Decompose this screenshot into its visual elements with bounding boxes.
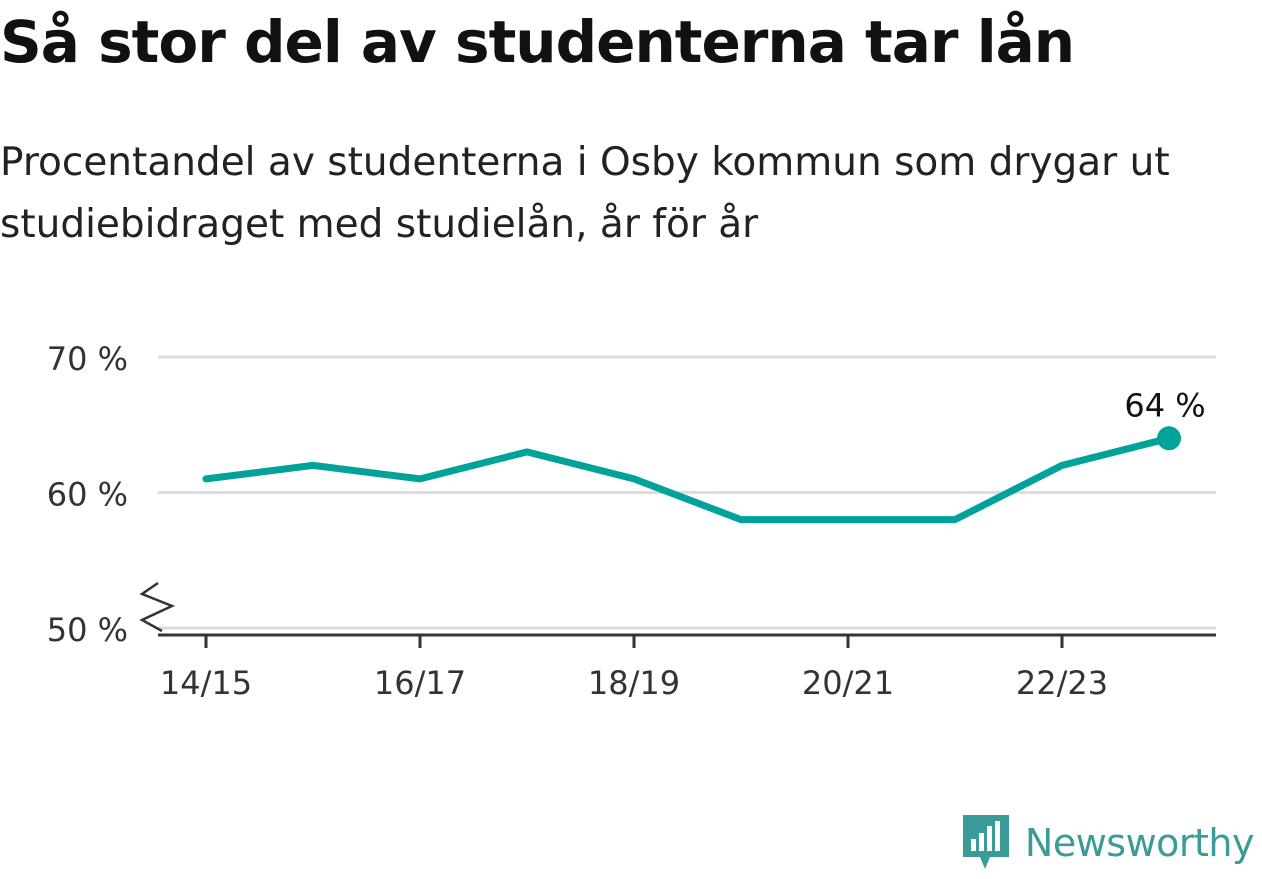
x-tick-label: 14/15 [160, 664, 252, 702]
y-tick-label: 70 % [47, 340, 128, 378]
y-tick-label: 50 % [47, 611, 128, 649]
bar-chart-speech-bubble-icon [962, 815, 1009, 869]
end-point-marker [1157, 426, 1181, 451]
end-value-label: 64 % [1124, 386, 1205, 424]
x-tick-label: 16/17 [374, 664, 466, 702]
series-line [202, 434, 1173, 524]
axis-break-icon [139, 581, 176, 633]
y-tick-label: 60 % [47, 476, 128, 514]
x-tick-label: 22/23 [1016, 664, 1108, 702]
brand: Newsworthy [961, 813, 1255, 873]
x-tick-label: 20/21 [802, 664, 894, 702]
chart-subtitle: Procentandel av studenterna i Osby kommu… [0, 140, 1170, 247]
chart-title: Så stor del av studenterna tar lån [0, 8, 1075, 76]
x-tick-label: 18/19 [588, 664, 680, 702]
brand-name: Newsworthy [1024, 821, 1255, 865]
